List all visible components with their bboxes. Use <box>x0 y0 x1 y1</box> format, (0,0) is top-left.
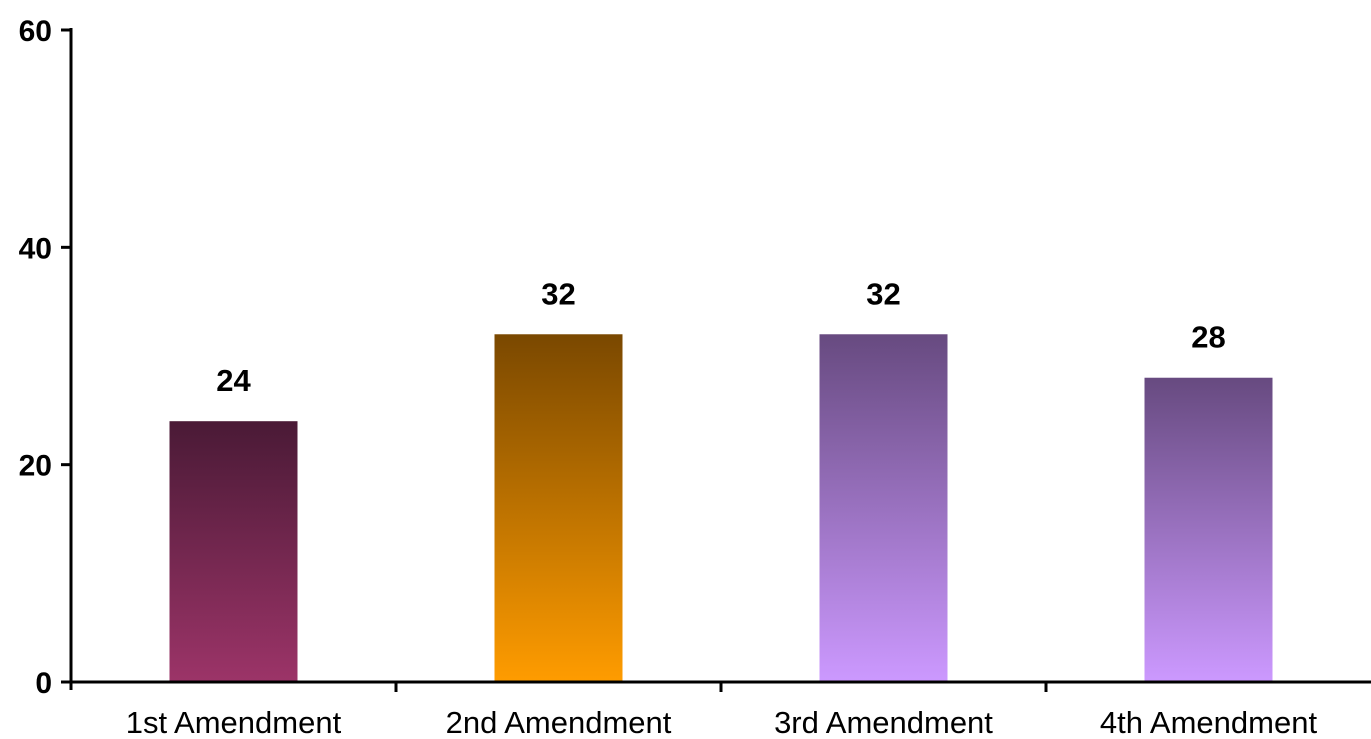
y-tick-label: 0 <box>35 667 52 700</box>
y-tick-label: 20 <box>19 450 52 483</box>
x-ticks-layer: 1st Amendment 2nd Amendment 3rd Amendment 4… <box>126 682 1318 739</box>
y-tick-label: 60 <box>19 15 52 48</box>
data-label-2: 32 <box>541 276 575 311</box>
data-label-4: 28 <box>1191 320 1225 355</box>
bar-1 <box>169 421 298 682</box>
y-ticks-layer: 0 20 40 60 <box>19 15 71 700</box>
data-labels-layer: 24 32 32 28 <box>216 276 1225 398</box>
y-tick-label: 40 <box>19 232 52 265</box>
data-label-3: 32 <box>866 276 900 311</box>
bars-layer <box>169 334 1273 682</box>
x-tick-label: 4th Amendment <box>1100 705 1318 739</box>
x-tick-label: 2nd Amendment <box>446 705 672 739</box>
data-label-1: 24 <box>216 363 251 398</box>
bar-3 <box>819 334 948 682</box>
x-tick-label: 3rd Amendment <box>774 705 993 739</box>
x-tick-label: 1st Amendment <box>126 705 342 739</box>
bar-4 <box>1144 377 1273 682</box>
bar-2 <box>494 334 623 682</box>
